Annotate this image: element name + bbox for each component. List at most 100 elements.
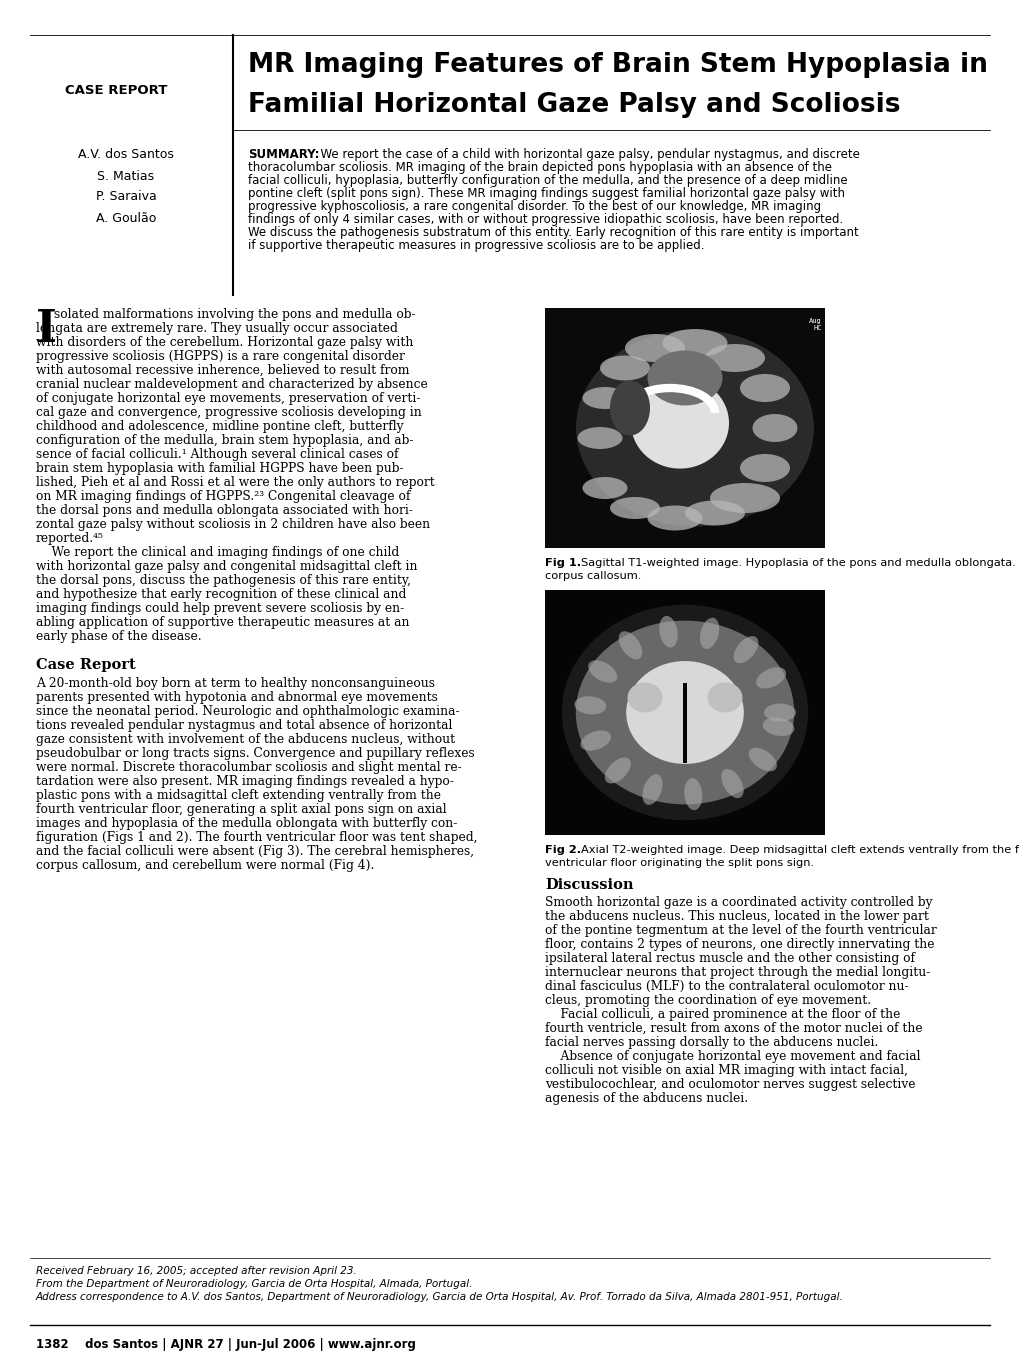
Ellipse shape [642, 774, 662, 805]
Text: Received February 16, 2005; accepted after revision April 23.: Received February 16, 2005; accepted aft… [36, 1265, 357, 1276]
Text: ipsilateral lateral rectus muscle and the other consisting of: ipsilateral lateral rectus muscle and th… [544, 951, 914, 965]
Text: childhood and adolescence, midline pontine cleft, butterfly: childhood and adolescence, midline ponti… [36, 420, 404, 433]
Text: with horizontal gaze palsy and congenital midsagittal cleft in: with horizontal gaze palsy and congenita… [36, 560, 417, 573]
Text: abling application of supportive therapeutic measures at an: abling application of supportive therape… [36, 616, 409, 629]
Text: zontal gaze palsy without scoliosis in 2 children have also been: zontal gaze palsy without scoliosis in 2… [36, 517, 430, 531]
Text: I: I [36, 308, 57, 351]
Text: Case Report: Case Report [36, 658, 136, 672]
Text: Absence of conjugate horizontal eye movement and facial: Absence of conjugate horizontal eye move… [544, 1050, 919, 1063]
Ellipse shape [763, 703, 795, 722]
Text: A.V. dos Santos: A.V. dos Santos [78, 149, 174, 161]
Text: figuration (Figs 1 and 2). The fourth ventricular floor was tent shaped,: figuration (Figs 1 and 2). The fourth ve… [36, 831, 477, 844]
Text: fourth ventricular floor, generating a split axial pons sign on axial: fourth ventricular floor, generating a s… [36, 803, 446, 816]
Ellipse shape [574, 696, 605, 714]
Text: tardation were also present. MR imaging findings revealed a hypo-: tardation were also present. MR imaging … [36, 775, 453, 788]
Text: Address correspondence to A.V. dos Santos, Department of Neuroradiology, Garcia : Address correspondence to A.V. dos Santo… [36, 1293, 843, 1302]
Ellipse shape [647, 505, 702, 531]
Text: images and hypoplasia of the medulla oblongata with butterfly con-: images and hypoplasia of the medulla obl… [36, 818, 457, 830]
Text: plastic pons with a midsagittal cleft extending ventrally from the: plastic pons with a midsagittal cleft ex… [36, 789, 440, 803]
Text: floor, contains 2 types of neurons, one directly innervating the: floor, contains 2 types of neurons, one … [544, 938, 933, 951]
Ellipse shape [599, 355, 649, 381]
Text: Axial T2-weighted image. Deep midsagittal cleft extends ventrally from the fourt: Axial T2-weighted image. Deep midsagitta… [581, 845, 1019, 854]
Ellipse shape [658, 616, 678, 647]
Ellipse shape [748, 748, 776, 771]
Bar [544, 590, 824, 835]
Ellipse shape [580, 730, 610, 751]
Text: corpus callosum.: corpus callosum. [544, 571, 641, 581]
Ellipse shape [576, 329, 813, 527]
Text: on MR imaging findings of HGPPS.²³ Congenital cleavage of: on MR imaging findings of HGPPS.²³ Conge… [36, 490, 410, 502]
Text: facial colliculi, hypoplasia, butterfly configuration of the medulla, and the pr: facial colliculi, hypoplasia, butterfly … [248, 173, 847, 187]
Ellipse shape [609, 497, 659, 519]
Text: imaging findings could help prevent severe scoliosis by en-: imaging findings could help prevent seve… [36, 602, 404, 616]
Text: sence of facial colliculi.¹ Although several clinical cases of: sence of facial colliculi.¹ Although sev… [36, 448, 398, 461]
Text: We discuss the pathogenesis substratum of this entity. Early recognition of this: We discuss the pathogenesis substratum o… [248, 227, 858, 239]
Text: findings of only 4 similar cases, with or without progressive idiopathic scolios: findings of only 4 similar cases, with o… [248, 213, 843, 227]
Ellipse shape [647, 351, 721, 405]
Ellipse shape [709, 483, 780, 513]
Text: S. Matias: S. Matias [98, 169, 155, 183]
Text: Facial colliculi, a paired prominence at the floor of the: Facial colliculi, a paired prominence at… [544, 1007, 900, 1021]
Ellipse shape [577, 427, 622, 449]
Text: the dorsal pons and medulla oblongata associated with hori-: the dorsal pons and medulla oblongata as… [36, 504, 413, 517]
Ellipse shape [762, 718, 794, 736]
Ellipse shape [662, 329, 727, 358]
Ellipse shape [739, 455, 790, 482]
Text: cranial nuclear maldevelopment and characterized by absence: cranial nuclear maldevelopment and chara… [36, 378, 427, 390]
Text: We report the clinical and imaging findings of one child: We report the clinical and imaging findi… [36, 546, 398, 560]
Text: early phase of the disease.: early phase of the disease. [36, 631, 202, 643]
Text: P. Saraiva: P. Saraiva [96, 191, 156, 203]
Text: parents presented with hypotonia and abnormal eye movements: parents presented with hypotonia and abn… [36, 691, 437, 704]
Text: SUMMARY:: SUMMARY: [248, 147, 319, 161]
Text: colliculi not visible on axial MR imaging with intact facial,: colliculi not visible on axial MR imagin… [544, 1063, 907, 1077]
Text: Discussion: Discussion [544, 878, 633, 891]
Text: MR Imaging Features of Brain Stem Hypoplasia in: MR Imaging Features of Brain Stem Hypopl… [248, 52, 987, 78]
Text: A 20-month-old boy born at term to healthy nonconsanguineous: A 20-month-old boy born at term to healt… [36, 677, 434, 689]
Text: CASE REPORT: CASE REPORT [65, 83, 167, 97]
Text: were normal. Discrete thoracolumbar scoliosis and slight mental re-: were normal. Discrete thoracolumbar scol… [36, 762, 462, 774]
Text: A. Goulão: A. Goulão [96, 212, 156, 224]
Text: corpus callosum, and cerebellum were normal (Fig 4).: corpus callosum, and cerebellum were nor… [36, 859, 374, 872]
Ellipse shape [604, 758, 630, 784]
Text: lished, Pieh et al and Rossi et al were the only authors to report: lished, Pieh et al and Rossi et al were … [36, 476, 434, 489]
Ellipse shape [582, 476, 627, 500]
Text: 1382    dos Santos | AJNR 27 | Jun-Jul 2006 | www.ajnr.org: 1382 dos Santos | AJNR 27 | Jun-Jul 2006… [36, 1338, 416, 1351]
Text: of conjugate horizontal eye movements, preservation of verti-: of conjugate horizontal eye movements, p… [36, 392, 420, 405]
Bar [683, 682, 687, 763]
Text: gaze consistent with involvement of the abducens nucleus, without: gaze consistent with involvement of the … [36, 733, 454, 747]
Text: if supportive therapeutic measures in progressive scoliosis are to be applied.: if supportive therapeutic measures in pr… [248, 239, 704, 253]
Ellipse shape [609, 381, 649, 435]
Ellipse shape [619, 631, 642, 659]
Text: pseudobulbar or long tracts signs. Convergence and pupillary reflexes: pseudobulbar or long tracts signs. Conve… [36, 747, 474, 760]
Text: internuclear neurons that project through the medial longitu-: internuclear neurons that project throug… [544, 966, 929, 979]
Ellipse shape [755, 667, 786, 688]
Text: the abducens nucleus. This nucleus, located in the lower part: the abducens nucleus. This nucleus, loca… [544, 910, 928, 923]
Ellipse shape [699, 618, 718, 648]
Text: the dorsal pons, discuss the pathogenesis of this rare entity,: the dorsal pons, discuss the pathogenesi… [36, 575, 411, 587]
Text: ventricular floor originating the split pons sign.: ventricular floor originating the split … [544, 859, 813, 868]
Ellipse shape [625, 334, 685, 362]
Text: cal gaze and convergence, progressive scoliosis developing in: cal gaze and convergence, progressive sc… [36, 405, 421, 419]
Text: pontine cleft (split pons sign). These MR imaging findings suggest familial hori: pontine cleft (split pons sign). These M… [248, 187, 844, 201]
Ellipse shape [626, 661, 743, 764]
Text: of the pontine tegmentum at the level of the fourth ventricular: of the pontine tegmentum at the level of… [544, 924, 935, 936]
Text: Sagittal T1-weighted image. Hypoplasia of the pons and medulla oblongata. Normal: Sagittal T1-weighted image. Hypoplasia o… [581, 558, 1019, 568]
Ellipse shape [707, 682, 742, 713]
Text: fourth ventricle, result from axons of the motor nuclei of the: fourth ventricle, result from axons of t… [544, 1022, 922, 1035]
Text: brain stem hypoplasia with familial HGPPS have been pub-: brain stem hypoplasia with familial HGPP… [36, 461, 404, 475]
Text: with disorders of the cerebellum. Horizontal gaze palsy with: with disorders of the cerebellum. Horizo… [36, 336, 413, 349]
Ellipse shape [733, 636, 758, 663]
Text: agenesis of the abducens nuclei.: agenesis of the abducens nuclei. [544, 1092, 747, 1106]
Ellipse shape [576, 621, 794, 804]
Text: progressive scoliosis (HGPPS) is a rare congenital disorder: progressive scoliosis (HGPPS) is a rare … [36, 349, 405, 363]
Text: configuration of the medulla, brain stem hypoplasia, and ab-: configuration of the medulla, brain stem… [36, 434, 413, 446]
Text: since the neonatal period. Neurologic and ophthalmologic examina-: since the neonatal period. Neurologic an… [36, 704, 460, 718]
Text: Aug
HC: Aug HC [808, 318, 821, 330]
Ellipse shape [582, 388, 627, 410]
Ellipse shape [752, 414, 797, 442]
Text: vestibulocochlear, and oculomotor nerves suggest selective: vestibulocochlear, and oculomotor nerves… [544, 1078, 915, 1091]
Ellipse shape [704, 344, 764, 373]
Text: cleus, promoting the coordination of eye movement.: cleus, promoting the coordination of eye… [544, 994, 870, 1007]
Ellipse shape [588, 661, 616, 682]
Text: longata are extremely rare. They usually occur associated: longata are extremely rare. They usually… [36, 322, 397, 334]
